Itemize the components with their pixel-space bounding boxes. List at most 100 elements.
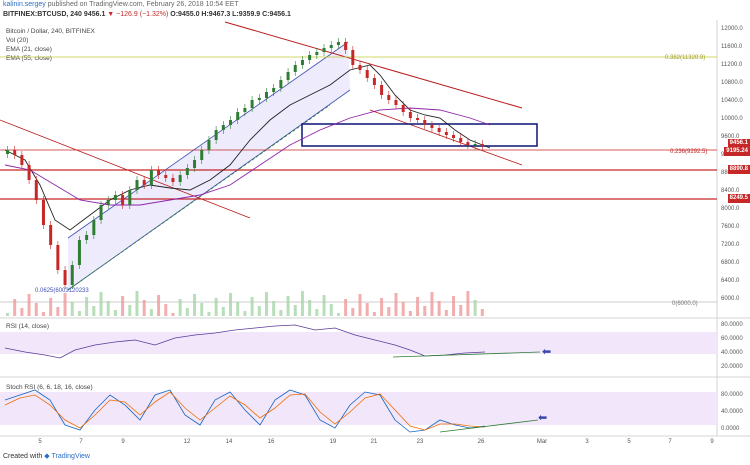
stoch-tick: 80.0000 [721,392,743,398]
time-tick: Mar [537,439,547,445]
volume-bar [358,294,362,316]
volume-bar [473,300,477,316]
volume-bar [27,294,31,316]
channel-mid-dashed [67,104,331,291]
resistance-trendline [224,21,523,109]
price-tick: 6400.0 [721,278,740,284]
publisher-link[interactable]: kalinin.sergey [3,1,46,8]
volume-bar [193,294,197,316]
volume-bar [315,309,319,316]
ascending-channel [68,42,350,290]
price-tick: 9600.0 [721,134,740,140]
candle-body [394,100,398,105]
candle-body [6,150,9,154]
candle-body [272,88,276,92]
candle-body [128,190,132,205]
candle-body [250,100,254,108]
volume-bar [142,300,146,316]
candle-body [286,72,290,80]
candle-body [401,105,405,112]
candle-body [387,95,391,100]
consolidation-box [301,123,538,147]
candle-body [157,170,161,175]
time-tick: 12 [184,439,191,445]
rsi-arrow-icon: ⬅ [542,345,551,358]
volume-bar [214,298,218,316]
stoch-tick: 40.0000 [721,409,743,415]
rsi-tick: 20.0000 [721,364,743,370]
volume-bar [20,308,24,316]
main-legend: Bitcoin / Dollar, 240, BITFINEX Vol (20)… [6,27,95,63]
candle-body [416,118,420,120]
volume-bar [437,301,441,316]
low-label: 0.0625(6003120233 [35,288,89,294]
price-tick: 11200.0 [721,62,743,68]
candle-body [13,150,17,155]
legend-ema55: EMA (55, close) [6,55,52,62]
candle-body [214,130,218,140]
candle-body [236,112,240,120]
price-tick: 8000.0 [721,206,740,212]
ohlc-values: O:9455.0 H:9467.3 L:9359.9 C:9456.1 [170,11,291,18]
stoch-axis: 80.0000 40.0000 0.0000 [721,392,743,432]
candle-body [207,140,211,150]
rsi-axis: 80.0000 60.0000 40.0000 20.0000 [721,322,743,370]
volume-bar [34,303,38,316]
price-tick: 6800.0 [721,260,740,266]
tradingview-logo-icon: ◆ [44,453,50,460]
candle-body [99,205,103,220]
candle-body [135,180,139,190]
candle-body [113,195,117,200]
candle-body [293,65,297,72]
candle-body [20,155,24,165]
fib-236-label: 0.236(9292.5) [670,149,707,155]
time-tick: 16 [268,439,275,445]
candle-body [121,195,125,205]
stoch-tick: 0.0000 [721,426,740,432]
candle-body [200,150,204,160]
price-axis[interactable]: 12000.0 11600.0 11200.0 10800.0 10400.0 10000… [721,26,743,302]
price-tick: 10000.0 [721,116,743,122]
candle-body [344,42,348,50]
volume-bar [135,291,139,316]
volume-bar [257,306,261,316]
ema21-line [4,64,491,231]
candle-body [459,138,463,142]
volume-bar [452,296,456,316]
price-tag: 9195.24 [724,147,750,156]
price-change: ▼ −126.9 (−1.32%) [107,11,169,18]
volume-bar [99,292,103,316]
price-tag: 8890.8 [727,165,750,174]
volume-bar [336,313,340,316]
volume-bar [430,292,434,316]
price-tick: 10400.0 [721,98,743,104]
candle-body [221,125,225,130]
candle-body [34,180,38,200]
candle-body [437,128,441,132]
time-axis[interactable]: 5 7 9 12 14 16 19 21 23 26 Mar 3 5 7 9 [38,439,714,445]
candle-body [430,125,434,128]
fib-0-label: 0(6000.0) [672,301,698,307]
volume-bar [243,311,247,316]
volume-bar [480,309,484,316]
volume-bar [171,313,175,316]
candle-body [322,48,326,52]
volume-bar [279,310,283,316]
time-tick: 7 [668,439,672,445]
tradingview-link[interactable]: TradingView [51,453,90,460]
volume-bar [63,293,67,316]
volume-bar [106,301,110,316]
candle-body [329,45,333,48]
candle-body [372,78,376,85]
candle-body [308,55,312,60]
candle-body [63,270,67,285]
price-tick: 6000.0 [721,296,740,302]
stoch-label: Stoch RSI (6, 6, 18, 16, close) [6,384,93,391]
volume-bar [444,310,448,316]
rsi-tick: 40.0000 [721,350,743,356]
volume-bar [408,311,412,316]
price-tag: 9456.1 [727,139,750,148]
volume-bar [286,296,290,316]
volume-bar [394,293,398,316]
